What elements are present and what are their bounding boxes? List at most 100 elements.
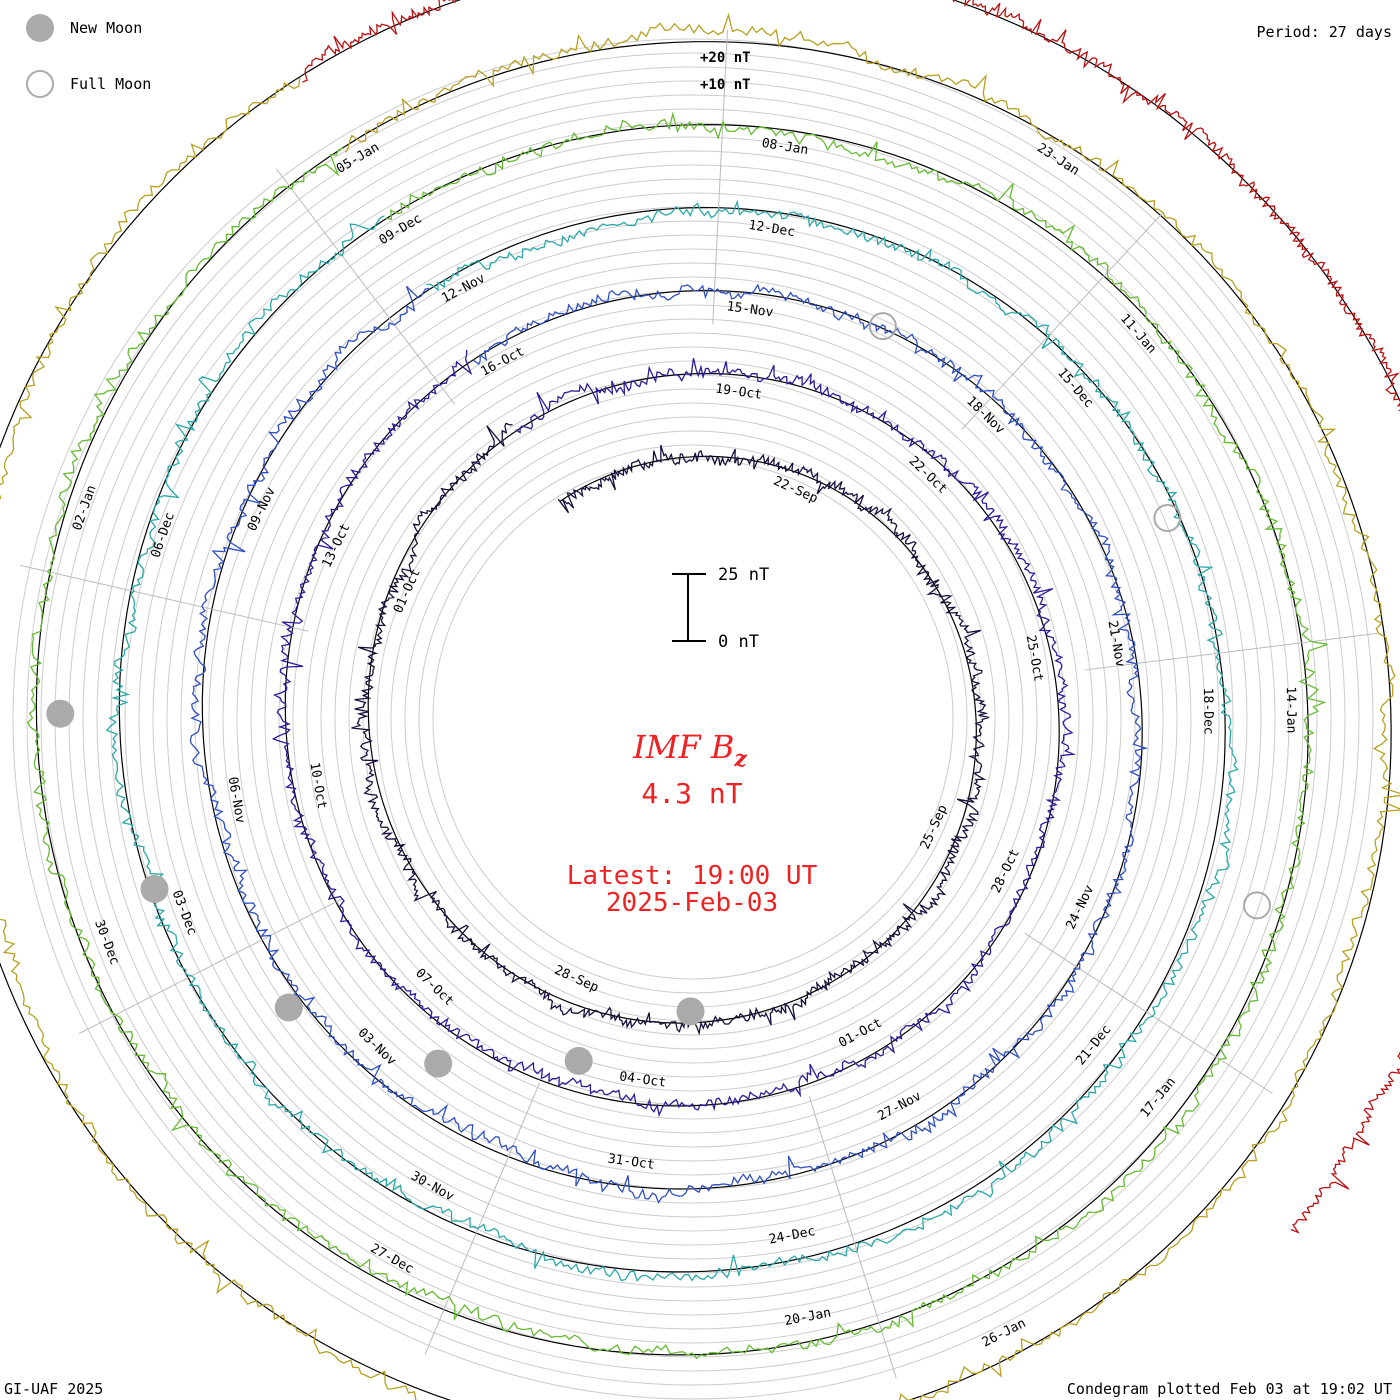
grid-ring bbox=[124, 150, 1262, 1288]
day-spokes bbox=[20, 29, 1378, 1379]
grid-ring bbox=[376, 402, 1010, 1036]
date-label: 20-Jan bbox=[783, 1305, 832, 1329]
date-label: 04-Oct bbox=[618, 1069, 667, 1090]
date-label: 01-Oct bbox=[836, 1016, 884, 1051]
date-label: 28-Sep bbox=[552, 963, 601, 996]
grid-ring bbox=[334, 360, 1052, 1078]
grid-ring bbox=[250, 276, 1136, 1162]
series-rotation-5 bbox=[0, 12, 1400, 1400]
series-rotation-2 bbox=[189, 283, 1149, 1204]
new-moon-marker bbox=[274, 993, 303, 1022]
new-moon-marker bbox=[676, 997, 705, 1026]
chart-title-sub: z bbox=[733, 746, 747, 772]
date-label: 22-Oct bbox=[906, 454, 950, 497]
legend-full-moon-label: Full Moon bbox=[70, 75, 152, 93]
grid-ring bbox=[390, 416, 996, 1022]
date-label: 05-Jan bbox=[334, 140, 382, 177]
grid-ring bbox=[222, 248, 1164, 1190]
footer-plotted: Condegram plotted Feb 03 at 19:02 UT bbox=[1066, 1380, 1392, 1398]
scale-bar: 25 nT 0 nT bbox=[672, 565, 769, 652]
date-label: 21-Dec bbox=[1073, 1022, 1114, 1068]
grid-ring bbox=[278, 304, 1108, 1134]
date-label: 18-Dec bbox=[1200, 688, 1216, 735]
date-label: 24-Dec bbox=[768, 1224, 817, 1248]
date-label: 26-Jan bbox=[980, 1316, 1029, 1351]
grid-ring bbox=[12, 38, 1374, 1400]
scale-bar-bottom-label: 0 nT bbox=[718, 632, 759, 652]
date-label: 07-Oct bbox=[412, 966, 456, 1009]
chart-title-main: IMF B bbox=[632, 728, 734, 766]
grid-ring bbox=[40, 66, 1346, 1372]
date-label: 12-Dec bbox=[747, 218, 796, 240]
date-label: 14-Jan bbox=[1283, 686, 1299, 733]
legend-new-moon: New Moon bbox=[26, 12, 142, 44]
date-label: 10-Oct bbox=[306, 761, 329, 810]
moon-markers bbox=[46, 312, 1271, 1078]
date-label: 12-Nov bbox=[439, 271, 488, 306]
new-moon-marker bbox=[564, 1046, 593, 1075]
full-moon-marker bbox=[868, 312, 897, 341]
grid-ring bbox=[194, 220, 1192, 1218]
ring-label-20: +20 nT bbox=[700, 50, 751, 66]
date-label: 03-Dec bbox=[169, 888, 200, 937]
ring-label-10: +10 nT bbox=[700, 77, 751, 93]
new-moon-marker bbox=[46, 699, 75, 728]
center-readout: IMF Bz 4.3 nT Latest: 19:00 UT 2025-Feb-… bbox=[567, 728, 818, 918]
latest-date: 2025-Feb-03 bbox=[606, 888, 778, 918]
date-label: 19-Oct bbox=[714, 381, 763, 402]
grid-ring bbox=[54, 80, 1332, 1358]
grid-ring bbox=[292, 318, 1094, 1120]
full-moon-icon bbox=[26, 70, 54, 98]
date-label: 25-Sep bbox=[918, 803, 951, 852]
day-spoke bbox=[961, 212, 1163, 430]
day-spoke bbox=[1024, 932, 1273, 1094]
scale-bar-top-label: 25 nT bbox=[718, 565, 769, 585]
grid-ring bbox=[166, 192, 1220, 1246]
date-label: 06-Nov bbox=[225, 776, 248, 825]
day-spoke bbox=[712, 29, 728, 325]
grid-ring bbox=[208, 234, 1178, 1204]
series-rotation-6 bbox=[302, 0, 1400, 1234]
grid-ring bbox=[68, 94, 1318, 1344]
grid-ring bbox=[26, 52, 1360, 1386]
grid-ring bbox=[236, 262, 1150, 1176]
latest-time: Latest: 19:00 UT bbox=[567, 861, 818, 891]
grid-ring bbox=[404, 430, 982, 1008]
legend-new-moon-label: New Moon bbox=[70, 19, 143, 37]
date-label: 02-Jan bbox=[70, 483, 100, 532]
grid-ring bbox=[306, 332, 1080, 1106]
date-label: 03-Nov bbox=[355, 1025, 399, 1068]
footer-credit: GI-UAF 2025 bbox=[4, 1380, 104, 1398]
current-value: 4.3 nT bbox=[641, 777, 742, 810]
grid-ring bbox=[362, 388, 1024, 1050]
grid-ring bbox=[418, 444, 968, 994]
series-rotation-4 bbox=[26, 111, 1328, 1360]
full-moon-marker bbox=[1243, 891, 1271, 920]
date-label: 30-Nov bbox=[408, 1169, 456, 1205]
grid-ring bbox=[138, 164, 1248, 1274]
grid-ring bbox=[320, 346, 1066, 1092]
day-spoke bbox=[276, 168, 455, 405]
day-spoke bbox=[808, 1096, 897, 1379]
day-spoke bbox=[1084, 632, 1378, 671]
series-rotation-0 bbox=[351, 422, 990, 1036]
date-label: 15-Nov bbox=[726, 299, 775, 320]
period-label: Period: 27 days bbox=[1256, 23, 1392, 41]
day-spoke bbox=[78, 898, 342, 1035]
date-label: 31-Oct bbox=[607, 1152, 656, 1173]
date-label: 08-Jan bbox=[761, 136, 810, 158]
full-moon-marker bbox=[1153, 504, 1182, 532]
date-label: 06-Dec bbox=[148, 511, 178, 560]
new-moon-icon bbox=[26, 14, 54, 42]
new-moon-marker bbox=[424, 1049, 453, 1078]
grid-ring bbox=[348, 374, 1038, 1064]
legend-full-moon: Full Moon bbox=[26, 68, 151, 100]
grid-ring bbox=[82, 108, 1304, 1330]
chart-title: IMF Bz bbox=[632, 728, 747, 772]
day-spoke bbox=[20, 564, 309, 632]
series-rotation-1 bbox=[271, 349, 1077, 1118]
day-spoke bbox=[424, 1082, 540, 1355]
grid-ring bbox=[96, 122, 1290, 1316]
